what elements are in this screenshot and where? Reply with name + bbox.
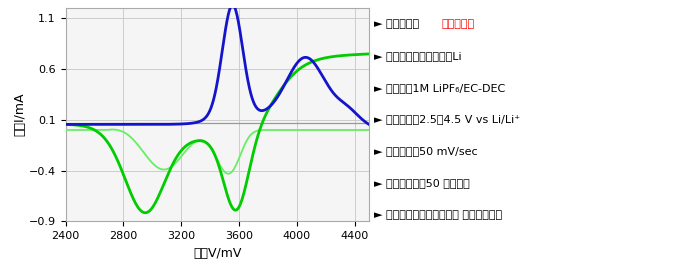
Y-axis label: 電流I/mA: 電流I/mA bbox=[13, 93, 26, 137]
Text: ► サイクル数：50 サイクル: ► サイクル数：50 サイクル bbox=[374, 178, 470, 188]
Text: ► 作用電極：: ► 作用電極： bbox=[374, 19, 419, 29]
Text: ► 測定協力：国立大学法人 横浜国立大学: ► 測定協力：国立大学法人 横浜国立大学 bbox=[374, 210, 502, 220]
Text: ► 掃引速度：50 mV/sec: ► 掃引速度：50 mV/sec bbox=[374, 146, 477, 156]
Text: 当社材塗膜: 当社材塗膜 bbox=[442, 19, 475, 29]
Text: ► 参照電極、対極：金屛Li: ► 参照電極、対極：金屛Li bbox=[374, 51, 462, 61]
X-axis label: 電位V/mV: 電位V/mV bbox=[193, 247, 242, 260]
Text: ► 走査電位：2.5～4.5 V vs Li/Li⁺: ► 走査電位：2.5～4.5 V vs Li/Li⁺ bbox=[374, 114, 520, 124]
Text: ► 電解液：1M LiPF₆/EC-DEC: ► 電解液：1M LiPF₆/EC-DEC bbox=[374, 83, 505, 93]
